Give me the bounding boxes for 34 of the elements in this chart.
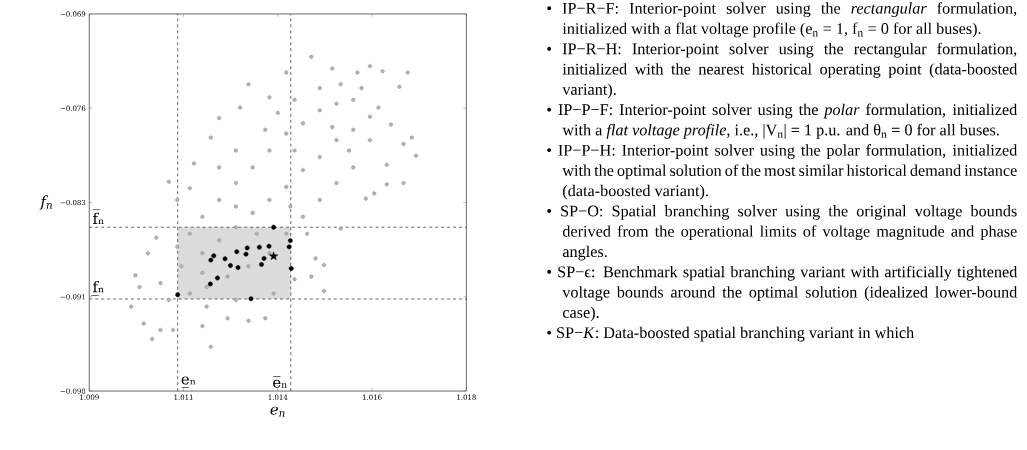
text: • IP−P−F: Interior-point solver using the polar formulation, initialized with a flat voltage profile, i.e., |V$_{n}$| = 1 p.u. and θ$_{n}$ = 0 for all buses. <box>547 103 1018 139</box>
text: • SP−ϵ: Benchmark spatial branching variant with artificially tightened voltage bounds around the optimal solution (idealized lower-bound case). <box>547 265 1018 322</box>
ref-line-label: f̅ₙ <box>92 209 104 225</box>
point <box>222 256 228 262</box>
point <box>286 244 292 250</box>
text: • SP−K: Data-boosted spatial branching variant in which <box>547 326 914 342</box>
point <box>215 275 220 281</box>
point <box>248 296 254 302</box>
point <box>259 262 264 267</box>
point <box>235 265 241 270</box>
point <box>244 245 250 251</box>
point <box>207 281 213 287</box>
point <box>266 243 272 249</box>
point <box>271 224 277 230</box>
point <box>208 257 214 263</box>
ref-line-label: e̅ₙ <box>273 376 287 388</box>
y-axis-title: f$_{n}$ <box>39 195 52 210</box>
x-axis-title: e$_{n}$ <box>270 406 285 417</box>
point <box>234 249 240 255</box>
text: • IP−P−H: Interior-point solver using the polar formulation, initialized with the optimal solution of the most similar historical demand instance (data-boosted variant). <box>547 144 1018 200</box>
point <box>288 266 294 271</box>
point <box>211 253 217 259</box>
ref-line-label: f̲ₙ <box>91 281 104 296</box>
point <box>228 263 233 268</box>
ref-line-label: e̲ₙ <box>181 376 196 388</box>
text: • SP−O: Spatial branching solver using the original voltage bounds derived from the operational limits of voltage magnitude and phase angles. <box>547 205 1017 261</box>
point <box>256 244 262 250</box>
point <box>287 238 293 244</box>
point <box>243 251 249 257</box>
text: • IP−R−F: Interior-point solver using the rectangular formulation, initialized with a flat voltage profile (e$_{n}$ = 1, f$_{n}$ = 0 for all buses). <box>547 2 1017 38</box>
text: • IP−R−H: Interior-point solver using the rectangular formulation, initialized with the nearest historical operating point (data-boosted variant). <box>547 42 1018 99</box>
point <box>175 292 181 298</box>
point <box>269 251 279 261</box>
point <box>261 256 267 261</box>
